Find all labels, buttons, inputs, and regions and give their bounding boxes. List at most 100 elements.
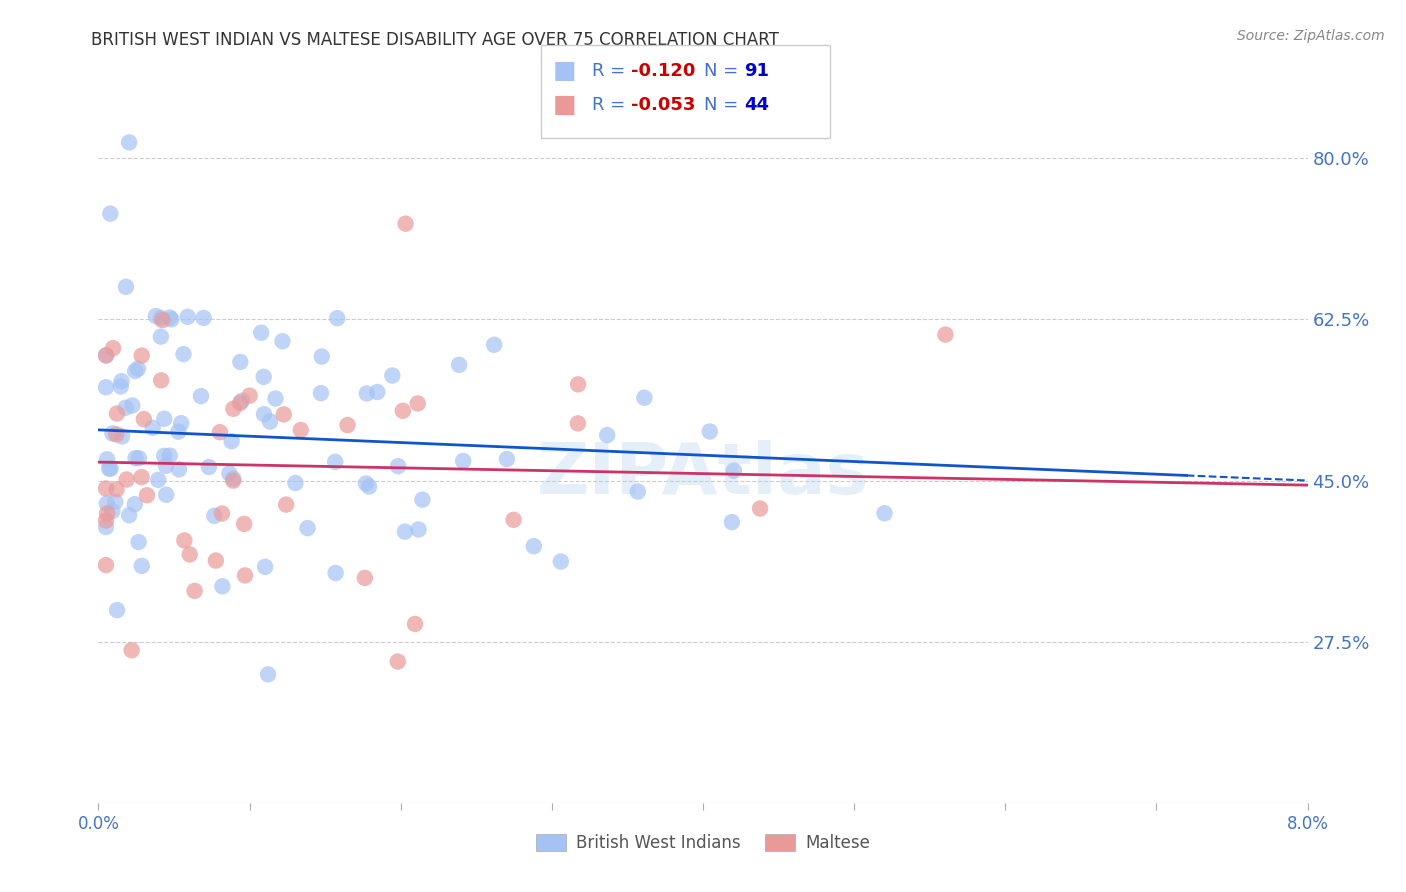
Point xyxy=(105,483,128,497)
Point xyxy=(297,521,319,535)
Point xyxy=(96,497,118,511)
Point xyxy=(239,388,262,402)
Point xyxy=(142,421,165,435)
Point xyxy=(253,407,276,421)
Point xyxy=(633,391,655,405)
Point xyxy=(127,361,149,376)
Point xyxy=(229,396,252,410)
Point xyxy=(98,206,121,220)
Point xyxy=(567,377,589,392)
Point xyxy=(155,458,177,473)
Point xyxy=(394,524,416,539)
Point xyxy=(451,454,474,468)
Point xyxy=(115,473,138,487)
Point xyxy=(873,506,896,520)
Point xyxy=(233,516,256,531)
Point xyxy=(484,338,506,352)
Point xyxy=(392,404,415,418)
Point xyxy=(271,334,294,349)
Point xyxy=(381,368,404,383)
Point xyxy=(132,412,155,426)
Point xyxy=(205,553,228,567)
Point xyxy=(699,425,721,439)
Point xyxy=(124,451,146,466)
Point xyxy=(159,449,181,463)
Point xyxy=(179,548,201,562)
Point xyxy=(325,566,347,580)
Point xyxy=(118,136,141,150)
Point xyxy=(148,473,170,487)
Point xyxy=(124,364,146,378)
Point xyxy=(115,280,138,294)
Point xyxy=(211,579,233,593)
Point xyxy=(105,603,128,617)
Point xyxy=(222,474,245,488)
Point xyxy=(934,327,956,342)
Point xyxy=(94,514,117,528)
Point xyxy=(96,349,118,363)
Point xyxy=(357,479,380,493)
Point xyxy=(326,311,349,326)
Point xyxy=(394,217,416,231)
Text: Source: ZipAtlas.com: Source: ZipAtlas.com xyxy=(1237,29,1385,43)
Point xyxy=(190,389,212,403)
Point xyxy=(111,429,134,443)
Point xyxy=(183,583,205,598)
Point xyxy=(596,428,619,442)
Point xyxy=(101,341,124,355)
Point xyxy=(567,417,589,431)
Point xyxy=(118,508,141,523)
Point xyxy=(257,667,280,681)
Point xyxy=(160,312,183,326)
Text: ■: ■ xyxy=(553,94,576,117)
Point xyxy=(749,501,772,516)
Point xyxy=(121,399,143,413)
Point xyxy=(229,355,252,369)
Point xyxy=(211,507,233,521)
Point xyxy=(105,427,128,442)
Point xyxy=(167,462,190,476)
Point xyxy=(264,392,287,406)
Point xyxy=(96,507,118,521)
Point xyxy=(721,515,744,529)
Point xyxy=(356,386,378,401)
Point xyxy=(121,643,143,657)
Point xyxy=(170,416,193,430)
Text: BRITISH WEST INDIAN VS MALTESE DISABILITY AGE OVER 75 CORRELATION CHART: BRITISH WEST INDIAN VS MALTESE DISABILIT… xyxy=(91,31,779,49)
Point xyxy=(276,498,298,512)
Point xyxy=(150,311,173,326)
Point xyxy=(173,347,195,361)
Text: N =: N = xyxy=(704,96,744,114)
Point xyxy=(496,452,519,467)
Point xyxy=(152,313,174,327)
Point xyxy=(136,488,159,502)
Point xyxy=(311,350,333,364)
Point xyxy=(353,571,375,585)
Point xyxy=(153,449,176,463)
Point xyxy=(411,492,433,507)
Point xyxy=(101,426,124,441)
Point xyxy=(273,408,295,422)
Point xyxy=(98,461,121,475)
Point xyxy=(128,451,150,466)
Point xyxy=(94,520,117,534)
Point xyxy=(550,555,572,569)
Text: -0.120: -0.120 xyxy=(631,62,696,80)
Point xyxy=(198,460,221,475)
Point xyxy=(145,309,167,323)
Point xyxy=(94,348,117,362)
Point xyxy=(94,482,117,496)
Point xyxy=(150,373,173,387)
Legend: British West Indians, Maltese: British West Indians, Maltese xyxy=(529,827,877,859)
Point xyxy=(323,455,346,469)
Point xyxy=(149,329,172,343)
Point xyxy=(253,370,276,384)
Point xyxy=(202,508,225,523)
Point xyxy=(723,464,745,478)
Point xyxy=(110,374,132,388)
Point xyxy=(110,379,132,393)
Point xyxy=(250,326,273,340)
Text: R =: R = xyxy=(592,96,631,114)
Point xyxy=(404,616,426,631)
Text: ■: ■ xyxy=(553,60,576,83)
